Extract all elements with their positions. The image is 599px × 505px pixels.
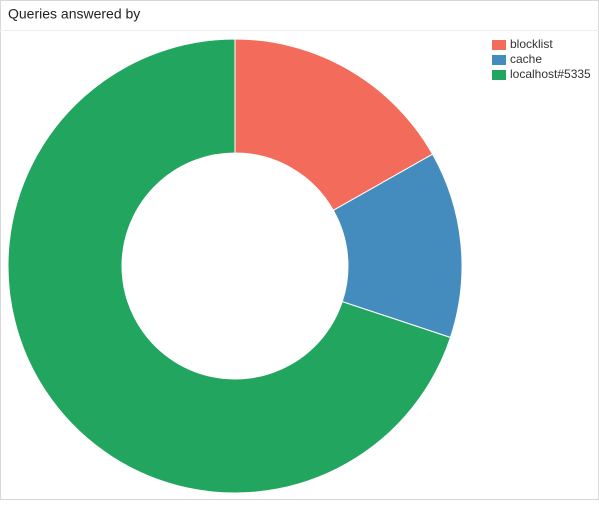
doughnut-segment [234,38,434,212]
legend-label: blocklist [510,37,553,51]
doughnut-segment [7,38,452,494]
legend-swatch [492,55,506,65]
doughnut-segment [332,153,463,339]
chart-title: Queries answered by [8,6,140,22]
legend-label: localhost#5335 [510,67,591,81]
legend-label: cache [510,52,542,66]
legend-swatch [492,40,506,50]
legend-swatch [492,70,506,80]
